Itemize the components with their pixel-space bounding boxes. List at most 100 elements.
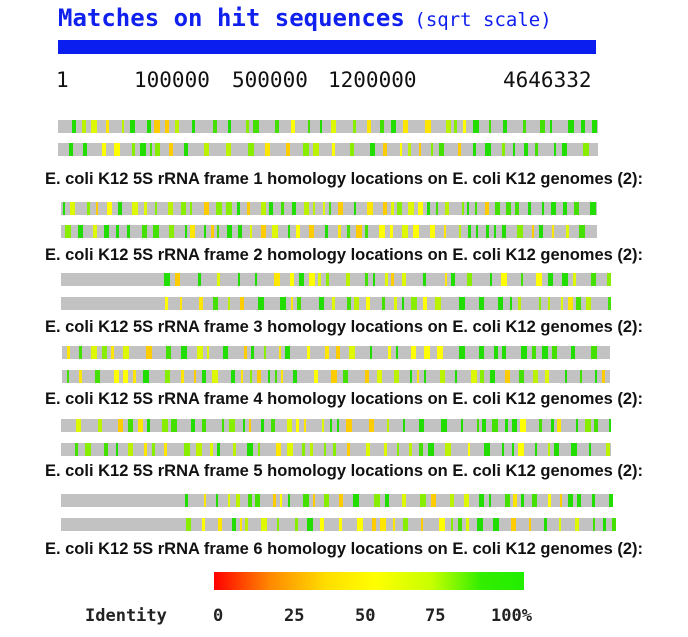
hit-mark — [277, 518, 280, 531]
hit-mark — [352, 494, 359, 507]
hit-mark — [66, 346, 70, 359]
hit-mark — [227, 225, 233, 238]
hit-mark — [418, 443, 423, 456]
hit-mark — [439, 143, 445, 156]
hit-mark — [365, 443, 370, 456]
hit-mark — [239, 518, 242, 531]
hit-mark — [306, 346, 310, 359]
hit-mark — [184, 225, 187, 238]
hit-mark — [553, 143, 556, 156]
hit-mark — [296, 297, 301, 310]
hit-mark — [181, 346, 188, 359]
hit-mark — [180, 370, 184, 383]
hit-mark — [237, 273, 240, 286]
hit-mark — [113, 143, 120, 156]
hit-mark — [264, 143, 270, 156]
hit-mark — [539, 225, 544, 238]
hit-mark — [562, 143, 568, 156]
hit-mark — [550, 419, 554, 432]
hit-mark — [291, 120, 296, 133]
hit-mark — [505, 419, 509, 432]
hit-mark — [495, 202, 501, 215]
hit-mark — [91, 346, 98, 359]
hit-mark — [417, 370, 420, 383]
hit-mark — [142, 225, 148, 238]
hit-mark — [165, 120, 170, 133]
hit-mark — [480, 370, 485, 383]
hit-mark — [521, 494, 525, 507]
hit-mark — [547, 494, 551, 507]
hit-mark — [534, 443, 537, 456]
hit-mark — [248, 143, 255, 156]
hit-mark — [369, 346, 372, 359]
hit-mark — [381, 297, 385, 310]
hit-mark — [84, 443, 91, 456]
hit-mark — [216, 273, 220, 286]
hit-mark — [307, 120, 310, 133]
hit-mark — [365, 225, 369, 238]
hit-mark — [83, 143, 88, 156]
hit-mark — [69, 202, 75, 215]
hit-mark — [356, 225, 363, 238]
hit-mark — [386, 419, 389, 432]
hit-mark — [431, 143, 434, 156]
hit-mark — [444, 225, 447, 238]
hit-mark — [523, 120, 527, 133]
hit-mark — [317, 273, 321, 286]
hit-mark — [272, 225, 279, 238]
frame-6-genome-1-track — [61, 494, 613, 507]
hit-mark — [484, 443, 491, 456]
hit-mark — [239, 297, 244, 310]
hit-mark — [110, 346, 114, 359]
hit-mark — [498, 297, 504, 310]
hit-mark — [145, 346, 152, 359]
hit-mark — [268, 370, 271, 383]
frame-3-genome-2-track — [61, 297, 611, 310]
hit-mark — [328, 202, 331, 215]
hit-mark — [195, 443, 202, 456]
hit-mark — [298, 273, 304, 286]
hit-mark — [318, 297, 324, 310]
hit-mark — [354, 297, 360, 310]
hit-mark — [520, 346, 527, 359]
hit-mark — [275, 370, 278, 383]
hit-mark — [65, 225, 72, 238]
hit-mark — [127, 225, 131, 238]
hit-mark — [193, 370, 196, 383]
hit-mark — [76, 419, 82, 432]
hit-mark — [204, 494, 207, 507]
hit-mark — [102, 346, 108, 359]
hit-mark — [246, 202, 250, 215]
hit-mark — [463, 120, 467, 133]
hit-mark — [348, 346, 355, 359]
hit-mark — [528, 202, 532, 215]
hit-mark — [445, 443, 452, 456]
hit-mark — [203, 202, 209, 215]
hit-mark — [384, 273, 388, 286]
hit-mark — [90, 120, 97, 133]
hit-mark — [237, 225, 242, 238]
hit-mark — [371, 518, 376, 531]
hit-mark — [588, 443, 591, 456]
hit-mark — [225, 143, 231, 156]
hit-mark — [367, 202, 374, 215]
hit-mark — [107, 202, 113, 215]
hit-mark — [591, 273, 597, 286]
hit-mark — [147, 419, 151, 432]
hit-mark — [471, 370, 478, 383]
hit-mark — [418, 202, 424, 215]
scale-tick-1: 1 — [56, 68, 69, 92]
hit-mark — [542, 346, 549, 359]
hit-mark — [408, 202, 415, 215]
frame-6-label: E. coli K12 5S rRNA frame 6 homology loc… — [44, 540, 644, 558]
hit-mark — [529, 518, 532, 531]
hit-mark — [373, 494, 380, 507]
hit-mark — [561, 297, 564, 310]
hit-mark — [477, 518, 484, 531]
hit-mark — [394, 370, 400, 383]
legend-title: Identity — [85, 606, 167, 626]
hit-mark — [275, 120, 280, 133]
hit-mark — [94, 370, 100, 383]
hit-mark — [400, 143, 403, 156]
hit-mark — [132, 143, 136, 156]
